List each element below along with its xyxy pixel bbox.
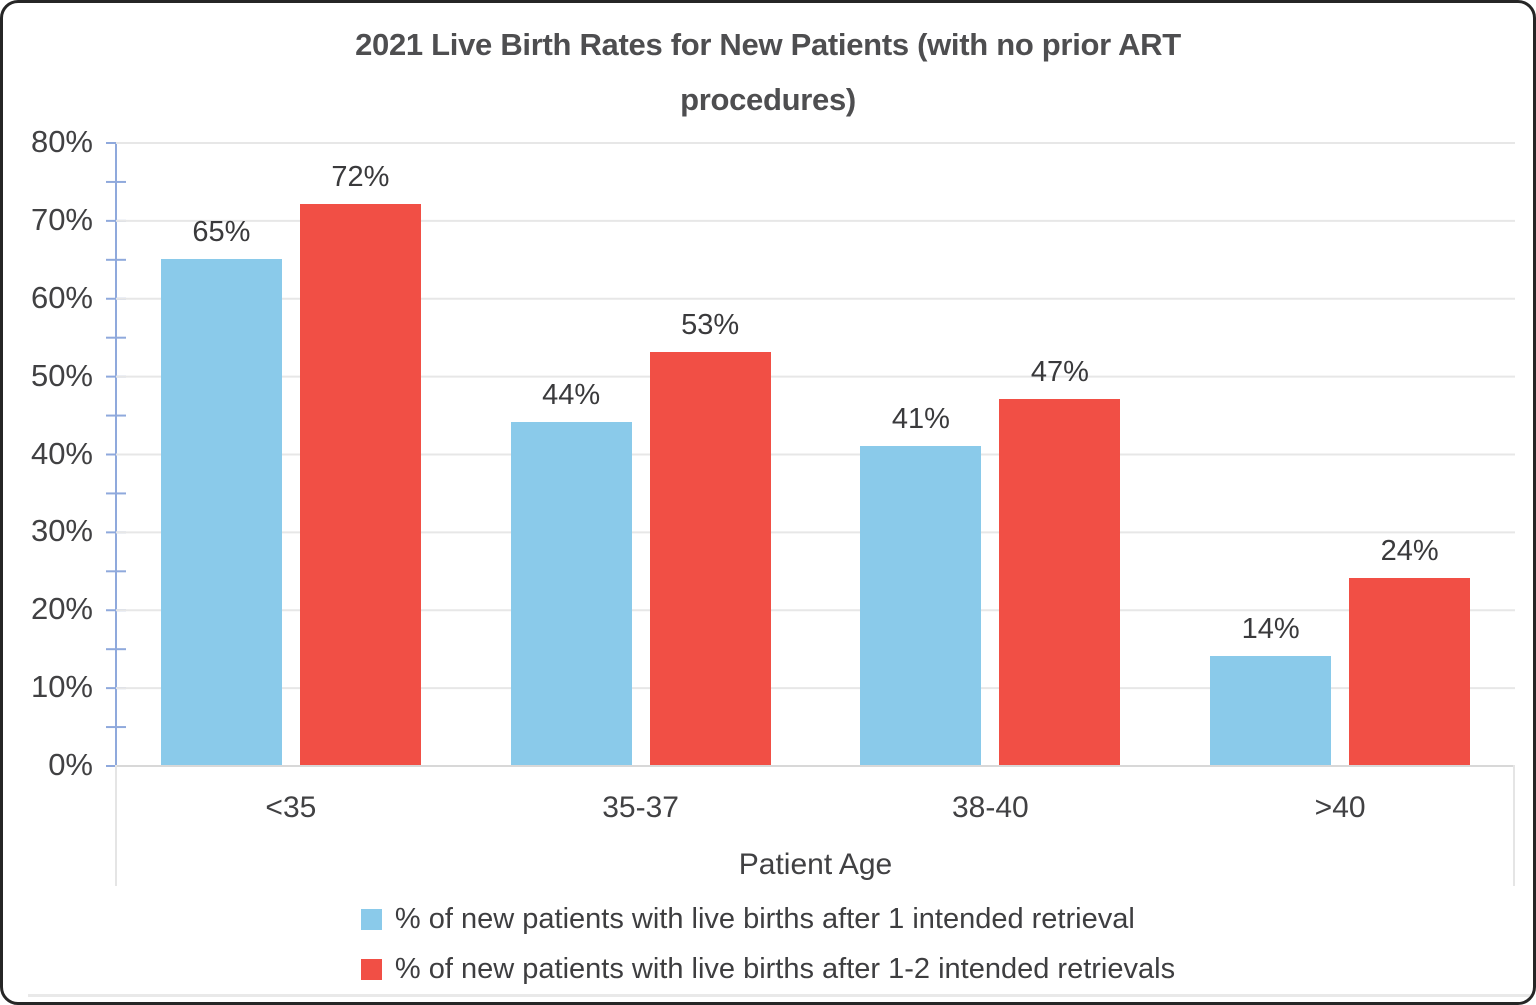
bar-group-lt35: 65% 72% <box>116 142 466 765</box>
bottom-divider <box>28 994 1533 997</box>
x-axis-title: Patient Age <box>738 848 893 881</box>
bar-group-35-37: 44% 53% <box>466 142 816 765</box>
y-tick-label-10: 10% <box>30 669 93 705</box>
y-tick-label-80: 80% <box>30 124 93 159</box>
y-axis-labels: 80% 70% 60% 50% 40% 30% 20% 10% 0% <box>3 125 93 782</box>
bar-series1-38-40: 41% <box>860 403 982 765</box>
legend: % of new patients with live births after… <box>3 902 1533 1002</box>
bar-value-label: 24% <box>1380 535 1439 568</box>
x-category-lt35: <35 <box>265 791 317 824</box>
bar-series2-35-37: 53% <box>649 309 771 765</box>
legend-item-series2: % of new patients with live births after… <box>360 952 1176 986</box>
bar-series1-lt35: 65% <box>160 216 282 765</box>
legend-inner: % of new patients with live births after… <box>360 902 1176 1002</box>
legend-label-series2: % of new patients with live births after… <box>394 953 1176 985</box>
legend-swatch-blue-icon <box>360 908 382 930</box>
bar-value-label: 72% <box>331 161 390 194</box>
bar-series2-gt40: 24% <box>1349 535 1471 765</box>
y-tick-label-50: 50% <box>30 357 93 393</box>
bar-series1-gt40: 14% <box>1210 613 1332 765</box>
x-axis-line <box>116 765 1515 767</box>
bar-series1-35-37: 44% <box>510 379 632 765</box>
bar-value-label: 14% <box>1241 612 1300 645</box>
plot-area: 65% 72% 44% 53% 41% 47% <box>116 142 1515 765</box>
bar-value-label: 41% <box>891 402 950 435</box>
bar-value-label: 44% <box>542 379 601 412</box>
x-category-gt40: >40 <box>1314 791 1366 824</box>
y-tick-label-20: 20% <box>30 591 93 627</box>
y-tick-label-0: 0% <box>48 747 93 782</box>
bar-value-label: 65% <box>192 215 251 248</box>
y-tick-label-70: 70% <box>30 201 93 237</box>
bar-group-gt40: 14% 24% <box>1165 142 1515 765</box>
y-tick-label-30: 30% <box>30 513 93 549</box>
x-axis-category-labels: <35 35-37 38-40 >40 <box>116 765 1515 825</box>
bar-group-38-40: 41% 47% <box>816 142 1166 765</box>
category-strip-right-border <box>1513 765 1515 886</box>
category-strip-left-border <box>115 765 117 886</box>
x-category-38-40: 38-40 <box>952 791 1029 824</box>
legend-item-series1: % of new patients with live births after… <box>360 902 1175 936</box>
y-tick-label-60: 60% <box>30 279 93 315</box>
bar-groups: 65% 72% 44% 53% 41% 47% <box>116 142 1515 765</box>
chart-title-line2: procedures) <box>680 82 856 117</box>
y-tick-label-40: 40% <box>30 435 93 471</box>
chart-title: 2021 Live Birth Rates for New Patients (… <box>3 17 1533 127</box>
bar-series2-lt35: 72% <box>299 161 421 765</box>
bar-series2-38-40: 47% <box>999 356 1121 765</box>
bar-value-label: 53% <box>681 309 740 342</box>
chart-title-line1: 2021 Live Birth Rates for New Patients (… <box>355 27 1181 62</box>
x-category-35-37: 35-37 <box>602 791 679 824</box>
legend-label-series1: % of new patients with live births after… <box>394 903 1135 935</box>
bar-value-label: 47% <box>1030 356 1089 388</box>
legend-swatch-red-icon <box>360 958 382 980</box>
